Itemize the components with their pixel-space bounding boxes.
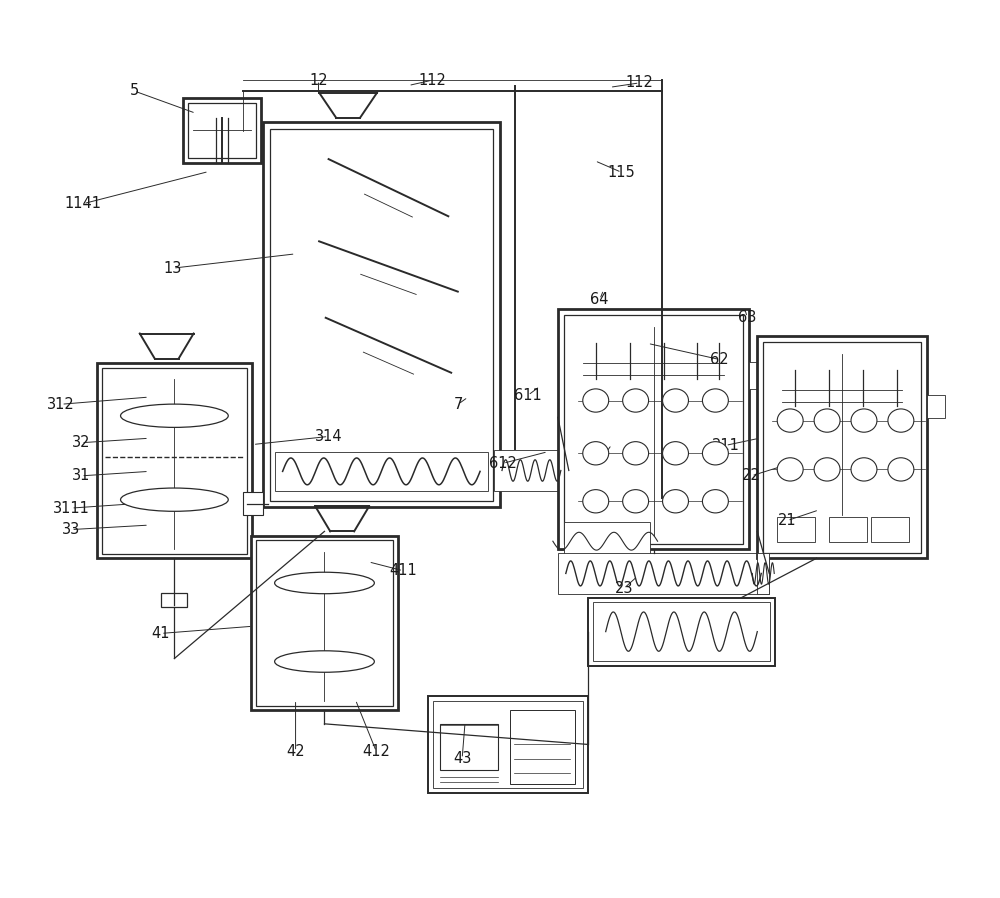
Circle shape — [814, 458, 840, 481]
Text: 41: 41 — [152, 626, 170, 641]
Circle shape — [583, 389, 609, 412]
Circle shape — [777, 458, 803, 481]
Text: 3111: 3111 — [53, 500, 90, 515]
Text: 112: 112 — [418, 73, 446, 88]
Bar — [588, 597, 775, 665]
Ellipse shape — [275, 572, 374, 594]
Text: 5: 5 — [129, 84, 139, 99]
Text: 412: 412 — [362, 744, 390, 759]
Bar — [433, 700, 583, 788]
Circle shape — [663, 489, 688, 513]
Text: 62: 62 — [710, 352, 729, 367]
Circle shape — [583, 489, 609, 513]
Text: 33: 33 — [62, 522, 80, 537]
Text: 21: 21 — [778, 513, 797, 528]
Text: 63: 63 — [738, 310, 756, 325]
Text: 13: 13 — [164, 260, 182, 276]
Circle shape — [583, 442, 609, 465]
Circle shape — [623, 489, 649, 513]
Bar — [763, 341, 921, 553]
Bar — [558, 553, 769, 594]
Circle shape — [702, 442, 728, 465]
Text: 64: 64 — [590, 292, 609, 307]
Bar — [440, 724, 498, 770]
Bar — [183, 98, 261, 163]
Text: 211: 211 — [711, 438, 739, 453]
Bar — [428, 696, 588, 793]
Text: 314: 314 — [315, 429, 342, 444]
Bar — [102, 367, 247, 554]
Circle shape — [663, 442, 688, 465]
Circle shape — [888, 458, 914, 481]
Circle shape — [702, 389, 728, 412]
Text: 32: 32 — [72, 436, 90, 450]
Text: 7: 7 — [453, 397, 463, 412]
Bar — [97, 363, 252, 559]
Bar — [757, 553, 769, 594]
Text: 8: 8 — [599, 449, 608, 463]
Bar — [564, 314, 743, 544]
Bar — [275, 452, 488, 491]
Text: 1141: 1141 — [65, 196, 102, 211]
Circle shape — [663, 389, 688, 412]
Bar — [243, 492, 263, 515]
Text: 22: 22 — [742, 469, 761, 483]
Circle shape — [702, 489, 728, 513]
Ellipse shape — [121, 404, 228, 427]
Circle shape — [623, 442, 649, 465]
Bar — [757, 336, 927, 559]
Bar — [777, 517, 815, 542]
Text: 411: 411 — [389, 563, 417, 578]
Bar — [494, 450, 569, 491]
Bar — [256, 541, 393, 706]
Bar — [188, 102, 256, 158]
Text: 115: 115 — [608, 165, 636, 180]
Text: 23: 23 — [614, 581, 633, 596]
Bar — [829, 517, 867, 542]
Bar — [749, 362, 769, 389]
Text: 612: 612 — [489, 456, 517, 471]
Bar — [927, 395, 945, 418]
Bar — [871, 517, 909, 542]
Bar — [593, 602, 770, 661]
Text: 42: 42 — [286, 744, 305, 759]
Text: 31: 31 — [72, 469, 90, 483]
Bar — [270, 128, 493, 501]
Ellipse shape — [121, 488, 228, 511]
Bar — [558, 309, 749, 550]
Text: 112: 112 — [626, 75, 654, 91]
Circle shape — [777, 409, 803, 432]
Bar — [161, 594, 187, 607]
Ellipse shape — [275, 651, 374, 673]
Bar — [510, 710, 575, 784]
Text: 611: 611 — [514, 388, 542, 403]
Circle shape — [851, 409, 877, 432]
Text: 12: 12 — [309, 73, 328, 88]
Bar — [251, 536, 398, 710]
Bar — [263, 122, 500, 507]
Text: 312: 312 — [47, 397, 75, 412]
Circle shape — [888, 409, 914, 432]
Text: 43: 43 — [453, 752, 471, 766]
Circle shape — [623, 389, 649, 412]
Circle shape — [851, 458, 877, 481]
Bar — [564, 523, 650, 560]
Circle shape — [814, 409, 840, 432]
